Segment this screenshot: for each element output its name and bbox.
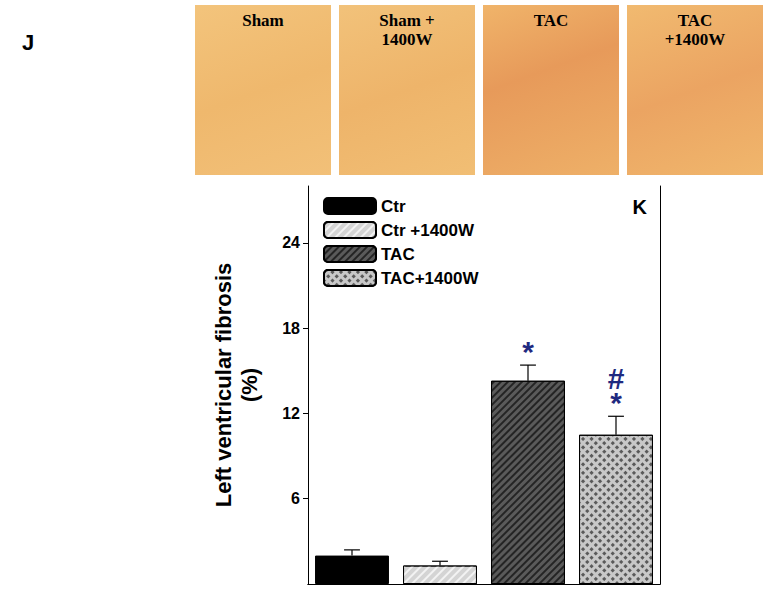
svg-text:12: 12 <box>282 405 300 422</box>
svg-text:Ctr +1400W: Ctr +1400W <box>381 221 475 240</box>
svg-text:*: * <box>522 335 534 368</box>
svg-text:Left ventricular fibrosis: Left ventricular fibrosis <box>211 263 236 508</box>
html-text:Sham: Sham <box>242 11 284 30</box>
html-text:Sham + 1400W: Sham + 1400W <box>379 11 435 49</box>
svg-text:24: 24 <box>282 234 300 251</box>
svg-text:Ctr: Ctr <box>381 197 406 216</box>
svg-text:*: * <box>610 386 622 419</box>
svg-text:18: 18 <box>282 320 300 337</box>
svg-text:(%): (%) <box>237 368 262 402</box>
svg-text:K: K <box>633 196 648 218</box>
html-text:TAC: TAC <box>533 11 569 30</box>
html-text:TAC +1400W: TAC +1400W <box>664 11 726 49</box>
svg-text:6: 6 <box>291 490 300 507</box>
html-text:J: J <box>22 30 35 55</box>
svg-text:TAC: TAC <box>381 245 415 264</box>
svg-text:TAC+1400W: TAC+1400W <box>381 269 479 288</box>
